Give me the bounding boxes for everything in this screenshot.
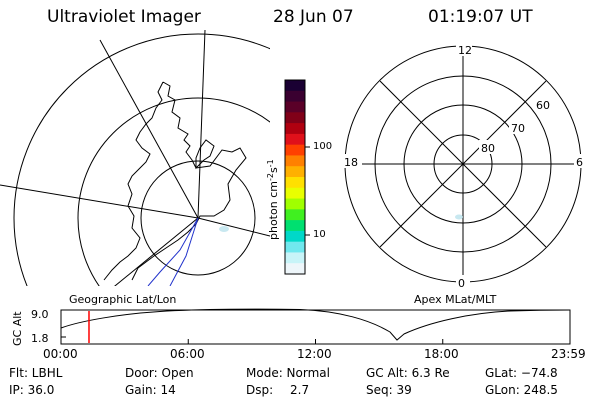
colorbar-frame — [284, 79, 306, 275]
geographic-map — [0, 30, 270, 286]
mlat-label-70: 70 — [511, 122, 525, 135]
x-tick-2359: 23:59 — [551, 347, 586, 361]
seq-status: Seq: 39 — [366, 383, 412, 397]
gain-status: Gain: 14 — [125, 383, 176, 397]
ip-status: IP: 36.0 — [9, 383, 55, 397]
gc-alt-status: GC Alt: 6.3 Re — [366, 366, 450, 380]
mlt-label-0: 0 — [458, 277, 465, 290]
x-tick-0000: 00:00 — [43, 347, 78, 361]
orbit-track — [147, 217, 199, 286]
colorbar-segment — [285, 90, 305, 103]
colorbar-segment — [285, 144, 305, 157]
aurora-spot-right — [455, 214, 463, 220]
lat-circle-outer — [13, 33, 270, 286]
colorbar-segment — [285, 166, 305, 178]
antarctica-coastline — [103, 81, 247, 281]
orbit-track-2 — [169, 217, 199, 286]
colorbar-segment — [285, 80, 305, 92]
colorbar-segment — [285, 230, 305, 243]
altitude-plot-frame — [60, 309, 571, 345]
lat-circle-inner — [140, 160, 256, 276]
colorbar-segment — [285, 133, 305, 146]
altitude-plot: GC Alt 9.0 1.8 00:00 06:00 12:00 18:00 2… — [11, 308, 586, 361]
mlat-label-60: 60 — [536, 99, 550, 112]
aurora-spot-left — [219, 226, 229, 232]
date-label: 28 Jun 07 — [273, 7, 354, 27]
colorbar-segment — [285, 177, 305, 189]
colorbar-unit: photon cm-2s-1 — [266, 159, 280, 240]
right-map-label: Apex MLat/MLT — [414, 293, 497, 306]
colorbar-segment — [285, 198, 305, 210]
mlt-label-12: 12 — [458, 44, 472, 57]
altitude-curve — [60, 308, 571, 341]
mlt-label-18: 18 — [344, 156, 358, 169]
colorbar: photon cm-2s-1 — [266, 79, 310, 275]
colorbar-segment — [285, 263, 305, 275]
colorbar-segment — [285, 155, 305, 167]
glon-status: GLon: 248.5 — [485, 383, 558, 397]
door-status: Door: Open — [125, 366, 194, 380]
colorbar-segment — [285, 123, 305, 135]
gc-alt-axis-label: GC Alt — [11, 311, 24, 346]
colorbar-tick-10: 10 — [313, 229, 326, 240]
meridian-5 — [197, 217, 270, 237]
flt-status: Flt: LBHL — [9, 366, 63, 380]
colorbar-segment — [285, 209, 305, 221]
meridian-4 — [114, 217, 199, 286]
meridian-3 — [197, 30, 206, 219]
y-tick-9: 9.0 — [31, 308, 49, 321]
mlat-label-80: 80 — [481, 142, 495, 155]
lat-circle-middle — [77, 97, 270, 286]
dsp-value: 2.7 — [290, 383, 310, 397]
colorbar-segment — [285, 241, 305, 254]
mode-status: Mode: Normal — [246, 366, 330, 380]
peninsula — [195, 139, 215, 170]
dsp-label: Dsp: — [246, 383, 274, 397]
mlt-label-6: 6 — [576, 156, 583, 169]
left-map-label: Geographic Lat/Lon — [69, 293, 177, 306]
polar-grid: 12 18 6 0 60 70 80 — [342, 42, 588, 290]
colorbar-segment — [285, 187, 305, 200]
colorbar-segment — [285, 252, 305, 264]
instrument-title: Ultraviolet Imager — [47, 7, 201, 27]
colorbar-tick-100: 100 — [313, 141, 333, 152]
glat-status: GLat: −74.8 — [485, 366, 558, 380]
meridian-1 — [0, 184, 199, 219]
meridian-2 — [99, 39, 199, 219]
y-tick-1-8: 1.8 — [31, 332, 49, 345]
x-tick-1200: 12:00 — [297, 347, 332, 361]
colorbar-segment — [285, 101, 305, 113]
colorbar-segment — [285, 112, 305, 124]
x-tick-1800: 18:00 — [424, 347, 459, 361]
x-tick-0600: 06:00 — [170, 347, 205, 361]
mlt-line-diag2 — [379, 80, 547, 248]
time-label: 01:19:07 UT — [428, 7, 533, 27]
colorbar-segment — [285, 220, 305, 232]
